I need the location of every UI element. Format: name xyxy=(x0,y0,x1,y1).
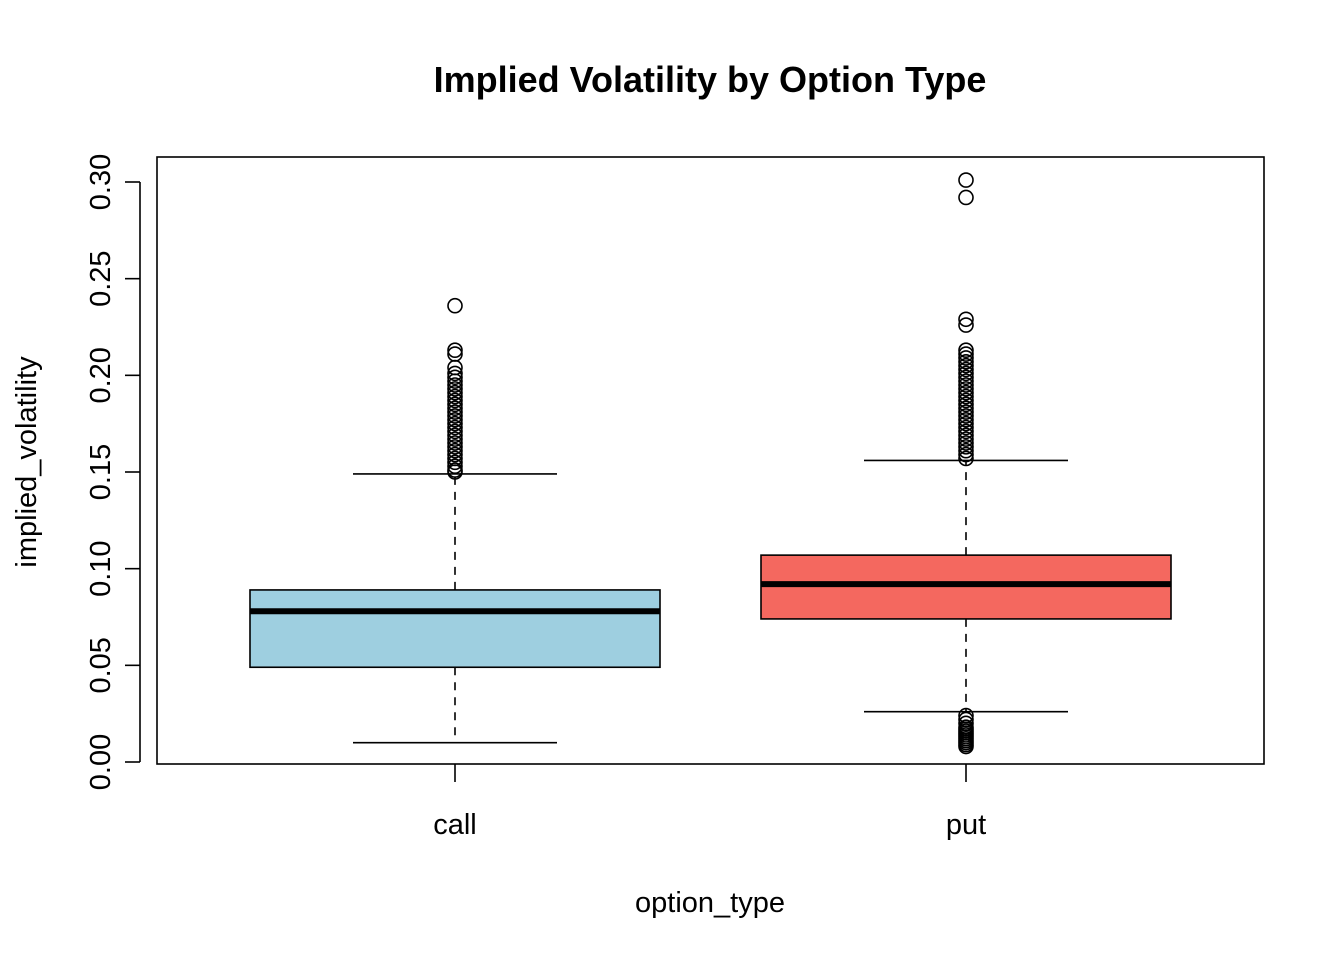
outlier-point xyxy=(958,388,974,405)
outlier-point xyxy=(958,415,974,432)
outlier-point xyxy=(958,404,974,420)
outlier-point xyxy=(447,423,463,440)
outlier-point xyxy=(447,400,463,417)
outlier-point xyxy=(958,711,974,728)
outlier-point xyxy=(958,350,974,366)
y-axis: 0.00 0.05 0.10 0.15 0.20 0.25 0.30 xyxy=(85,154,141,790)
outlier-point xyxy=(958,435,974,451)
outlier-point xyxy=(958,427,974,444)
x-axis-label: option_type xyxy=(635,887,785,919)
outlier-point xyxy=(958,400,974,417)
outlier-point xyxy=(447,458,463,475)
outlier-point xyxy=(447,442,463,459)
outlier-point xyxy=(447,392,463,409)
outlier-point xyxy=(958,317,974,333)
outlier-point xyxy=(447,411,463,428)
outlier-point xyxy=(958,442,974,459)
outlier-point xyxy=(447,408,463,424)
outlier-point xyxy=(447,454,463,471)
outlier-point xyxy=(958,392,974,409)
outlier-point xyxy=(447,462,463,478)
outlier-point xyxy=(447,419,463,436)
outlier-point xyxy=(447,369,463,386)
outlier-point xyxy=(958,346,974,362)
y-tick-label: 0.05 xyxy=(85,637,117,693)
outlier-point xyxy=(958,172,974,188)
box-put xyxy=(760,172,1172,755)
y-tick-label: 0.30 xyxy=(85,154,117,210)
outlier-point xyxy=(447,404,463,420)
chart-title: Implied Volatility by Option Type xyxy=(434,59,987,100)
outlier-point xyxy=(958,189,974,206)
outlier-point xyxy=(447,381,463,397)
outlier-point xyxy=(447,388,463,405)
outlier-point xyxy=(958,342,974,359)
iqr-box xyxy=(249,589,661,669)
outlier-point xyxy=(958,357,974,374)
outlier-point xyxy=(447,431,463,447)
outlier-point xyxy=(447,297,463,314)
outlier-point xyxy=(958,384,974,401)
plot-frame xyxy=(156,156,1265,765)
outlier-point xyxy=(958,373,974,389)
x-tick-label-put: put xyxy=(946,809,986,841)
outlier-point xyxy=(958,439,974,455)
y-tick-label: 0.10 xyxy=(85,540,117,596)
outlier-point xyxy=(447,346,463,362)
box-call xyxy=(249,297,661,744)
outlier-point xyxy=(447,439,463,455)
outlier-point xyxy=(447,415,463,432)
outlier-point xyxy=(958,411,974,428)
outlier-point xyxy=(958,719,974,736)
outlier-point xyxy=(447,365,463,382)
outlier-point xyxy=(447,450,463,467)
outlier-point xyxy=(447,446,463,463)
box-series xyxy=(249,172,1172,755)
outlier-point xyxy=(958,353,974,370)
outlier-point xyxy=(447,342,463,359)
outlier-point xyxy=(958,446,974,463)
outlier-point xyxy=(958,365,974,382)
y-tick-label: 0.25 xyxy=(85,250,117,306)
outlier-point xyxy=(958,707,974,724)
outlier-point xyxy=(958,408,974,424)
outlier-point xyxy=(958,361,974,378)
outlier-point xyxy=(958,431,974,447)
outlier-point xyxy=(958,381,974,397)
outlier-point xyxy=(958,450,974,467)
outlier-point xyxy=(958,419,974,436)
outlier-point xyxy=(958,377,974,393)
outlier-point xyxy=(447,435,463,451)
x-tick-label-call: call xyxy=(433,809,477,841)
y-tick-label: 0.15 xyxy=(85,444,117,500)
outlier-point xyxy=(447,384,463,401)
y-tick-label: 0.00 xyxy=(85,734,117,790)
outlier-point xyxy=(447,427,463,444)
y-tick-label: 0.20 xyxy=(85,347,117,403)
outlier-point xyxy=(958,715,974,732)
y-axis-label: implied_volatility xyxy=(11,356,43,568)
outlier-point xyxy=(958,369,974,386)
outlier-point xyxy=(958,311,974,328)
outlier-point xyxy=(958,423,974,440)
outlier-point xyxy=(958,396,974,413)
outlier-point xyxy=(447,396,463,413)
outlier-point xyxy=(447,377,463,393)
x-axis: call put xyxy=(433,764,986,841)
